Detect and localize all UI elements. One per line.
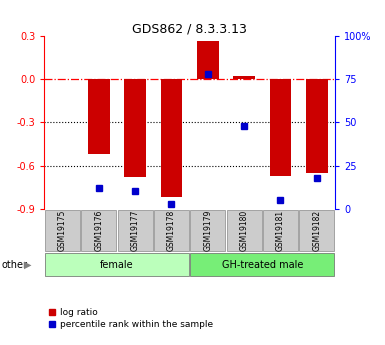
Bar <box>161 79 182 197</box>
Text: GSM19182: GSM19182 <box>312 210 321 251</box>
Bar <box>45 209 80 251</box>
Text: other: other <box>2 260 28 270</box>
Bar <box>190 209 225 251</box>
Bar <box>154 209 189 251</box>
Bar <box>300 209 334 251</box>
Text: GSM19178: GSM19178 <box>167 210 176 251</box>
Text: GSM19180: GSM19180 <box>239 210 249 251</box>
Text: GSM19177: GSM19177 <box>131 210 140 251</box>
Bar <box>233 77 255 79</box>
Text: female: female <box>100 260 134 270</box>
Text: ▶: ▶ <box>24 260 31 270</box>
Bar <box>263 209 298 251</box>
Bar <box>227 209 261 251</box>
Bar <box>118 209 152 251</box>
Bar <box>124 79 146 177</box>
Legend: log ratio, percentile rank within the sample: log ratio, percentile rank within the sa… <box>49 308 213 329</box>
Bar <box>190 253 334 276</box>
Text: GSM19179: GSM19179 <box>203 210 212 251</box>
Bar <box>81 209 116 251</box>
Bar <box>88 79 110 154</box>
Bar <box>270 79 291 176</box>
Bar <box>45 253 189 276</box>
Text: GSM19175: GSM19175 <box>58 210 67 251</box>
Bar <box>197 40 219 79</box>
Text: GSM19181: GSM19181 <box>276 210 285 251</box>
Text: GSM19176: GSM19176 <box>94 210 103 251</box>
Text: GH-treated male: GH-treated male <box>222 260 303 270</box>
Title: GDS862 / 8.3.3.13: GDS862 / 8.3.3.13 <box>132 22 247 35</box>
Bar <box>306 79 328 173</box>
